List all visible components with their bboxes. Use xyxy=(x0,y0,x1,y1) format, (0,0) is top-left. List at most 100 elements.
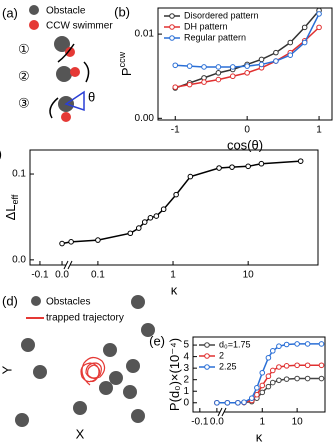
y-axis-label-main: P xyxy=(119,67,134,76)
data-point xyxy=(201,64,207,70)
panel-d: (d) Obstacles trapped trajectory X Y xyxy=(0,293,155,441)
data-point xyxy=(316,24,322,31)
data-point xyxy=(186,81,193,88)
swimmer xyxy=(65,47,75,57)
legend-marker xyxy=(204,342,210,348)
data-point xyxy=(229,164,235,170)
axis-break-gap xyxy=(66,262,70,268)
x-axis-label: κ xyxy=(256,429,263,444)
obstacles xyxy=(15,295,155,427)
data-point xyxy=(259,382,266,389)
data-point xyxy=(273,58,279,64)
plot-frame xyxy=(192,336,326,413)
y-axis-label-sup: ccw xyxy=(117,51,127,67)
obstacle xyxy=(54,36,70,52)
y-tick-label: 3 xyxy=(183,363,189,374)
series-line xyxy=(216,343,322,404)
x-tick-label: 0.1 xyxy=(91,270,105,281)
y-axis-label-sub: eff xyxy=(10,194,20,204)
y-axis-label: ΔLeff xyxy=(3,194,20,220)
angle-triangle xyxy=(64,90,85,112)
plot-frame xyxy=(157,7,333,121)
trapped-trajectory xyxy=(80,356,106,386)
data-point xyxy=(283,376,290,382)
data-point xyxy=(254,384,260,391)
data-point xyxy=(173,191,179,198)
chart: (b) -1 0 1 0.00 0.01 cos(θ) Pccw Disordered patt… xyxy=(114,4,333,152)
data-point xyxy=(259,369,266,376)
y-axis-label-main: ΔL xyxy=(3,204,18,220)
y-tick-label: 0 xyxy=(183,397,189,408)
swimmer xyxy=(70,67,80,77)
legend-marker xyxy=(169,24,175,30)
step-label: ② xyxy=(18,68,30,83)
data-point xyxy=(229,64,236,70)
data-point xyxy=(297,158,304,164)
data-point xyxy=(201,79,207,85)
y-axis-label-main: P(d₀)×(10⁻⁴) xyxy=(167,338,182,411)
swimmer xyxy=(61,112,71,122)
data-point xyxy=(245,163,251,170)
plot-frame xyxy=(29,149,319,266)
y-tick-label: 1 xyxy=(183,386,189,397)
data-point xyxy=(283,341,290,348)
data-point xyxy=(304,341,311,347)
x-axis-label: κ xyxy=(171,282,178,297)
legend-label: Obstacles xyxy=(46,297,90,308)
axis-break xyxy=(221,407,227,417)
data-point xyxy=(269,367,276,374)
data-point xyxy=(265,383,272,390)
data-point xyxy=(141,219,148,225)
x-tick-label: -0.1 xyxy=(31,270,49,281)
y-tick-label: 0.01 xyxy=(135,29,155,40)
data-point xyxy=(273,49,279,56)
data-point xyxy=(215,64,222,70)
data-point xyxy=(287,52,294,58)
data-point xyxy=(147,214,154,221)
data-point xyxy=(235,399,241,406)
panel-a: (a) Obstacle CCW swimmer ① ② ③ θ xyxy=(2,5,113,122)
data-point xyxy=(244,70,250,76)
legend-marker xyxy=(169,35,175,41)
panel-label: (a) xyxy=(2,5,18,20)
legend-label: Obstacle xyxy=(46,6,86,17)
data-point xyxy=(254,391,260,398)
step-label: ① xyxy=(18,41,30,56)
legend-label: CCW swimmer xyxy=(46,21,113,32)
data-point xyxy=(215,76,222,83)
data-point xyxy=(59,240,65,247)
legend-label: Regular pattern xyxy=(184,32,246,42)
data-point xyxy=(258,160,265,167)
x-tick-label: 1 xyxy=(316,125,322,136)
series-line xyxy=(216,377,322,404)
y-tick-label: 0.1 xyxy=(12,169,26,180)
legend-marker xyxy=(169,13,175,19)
data-point xyxy=(186,63,193,69)
axis-break-gap xyxy=(220,409,224,415)
data-point xyxy=(216,165,222,171)
data-point xyxy=(294,362,300,369)
legend-marker xyxy=(204,353,210,359)
data-point xyxy=(301,39,308,46)
data-point xyxy=(304,362,311,369)
data-point xyxy=(318,362,325,369)
legend-label: d₀=1.75 xyxy=(219,339,251,349)
data-point xyxy=(244,63,250,69)
y-tick-label: 4 xyxy=(183,351,189,362)
y-tick-label: 0.0 xyxy=(12,254,26,265)
axis-break xyxy=(63,260,69,270)
legend-obstacle-icon xyxy=(31,296,41,306)
x-tick-label: -0.1 xyxy=(191,417,209,428)
data-point xyxy=(229,73,236,80)
data-point xyxy=(316,11,322,17)
arrow xyxy=(83,61,90,83)
y-tick-label: 0.00 xyxy=(135,113,155,124)
legend-label: Disordered pattern xyxy=(184,10,259,20)
panel-label: (b) xyxy=(114,4,130,19)
panel-label: (d) xyxy=(2,293,18,308)
x-tick-label: 10 xyxy=(292,417,304,428)
data-point xyxy=(276,377,282,384)
x-tick-label: 1 xyxy=(259,417,265,428)
